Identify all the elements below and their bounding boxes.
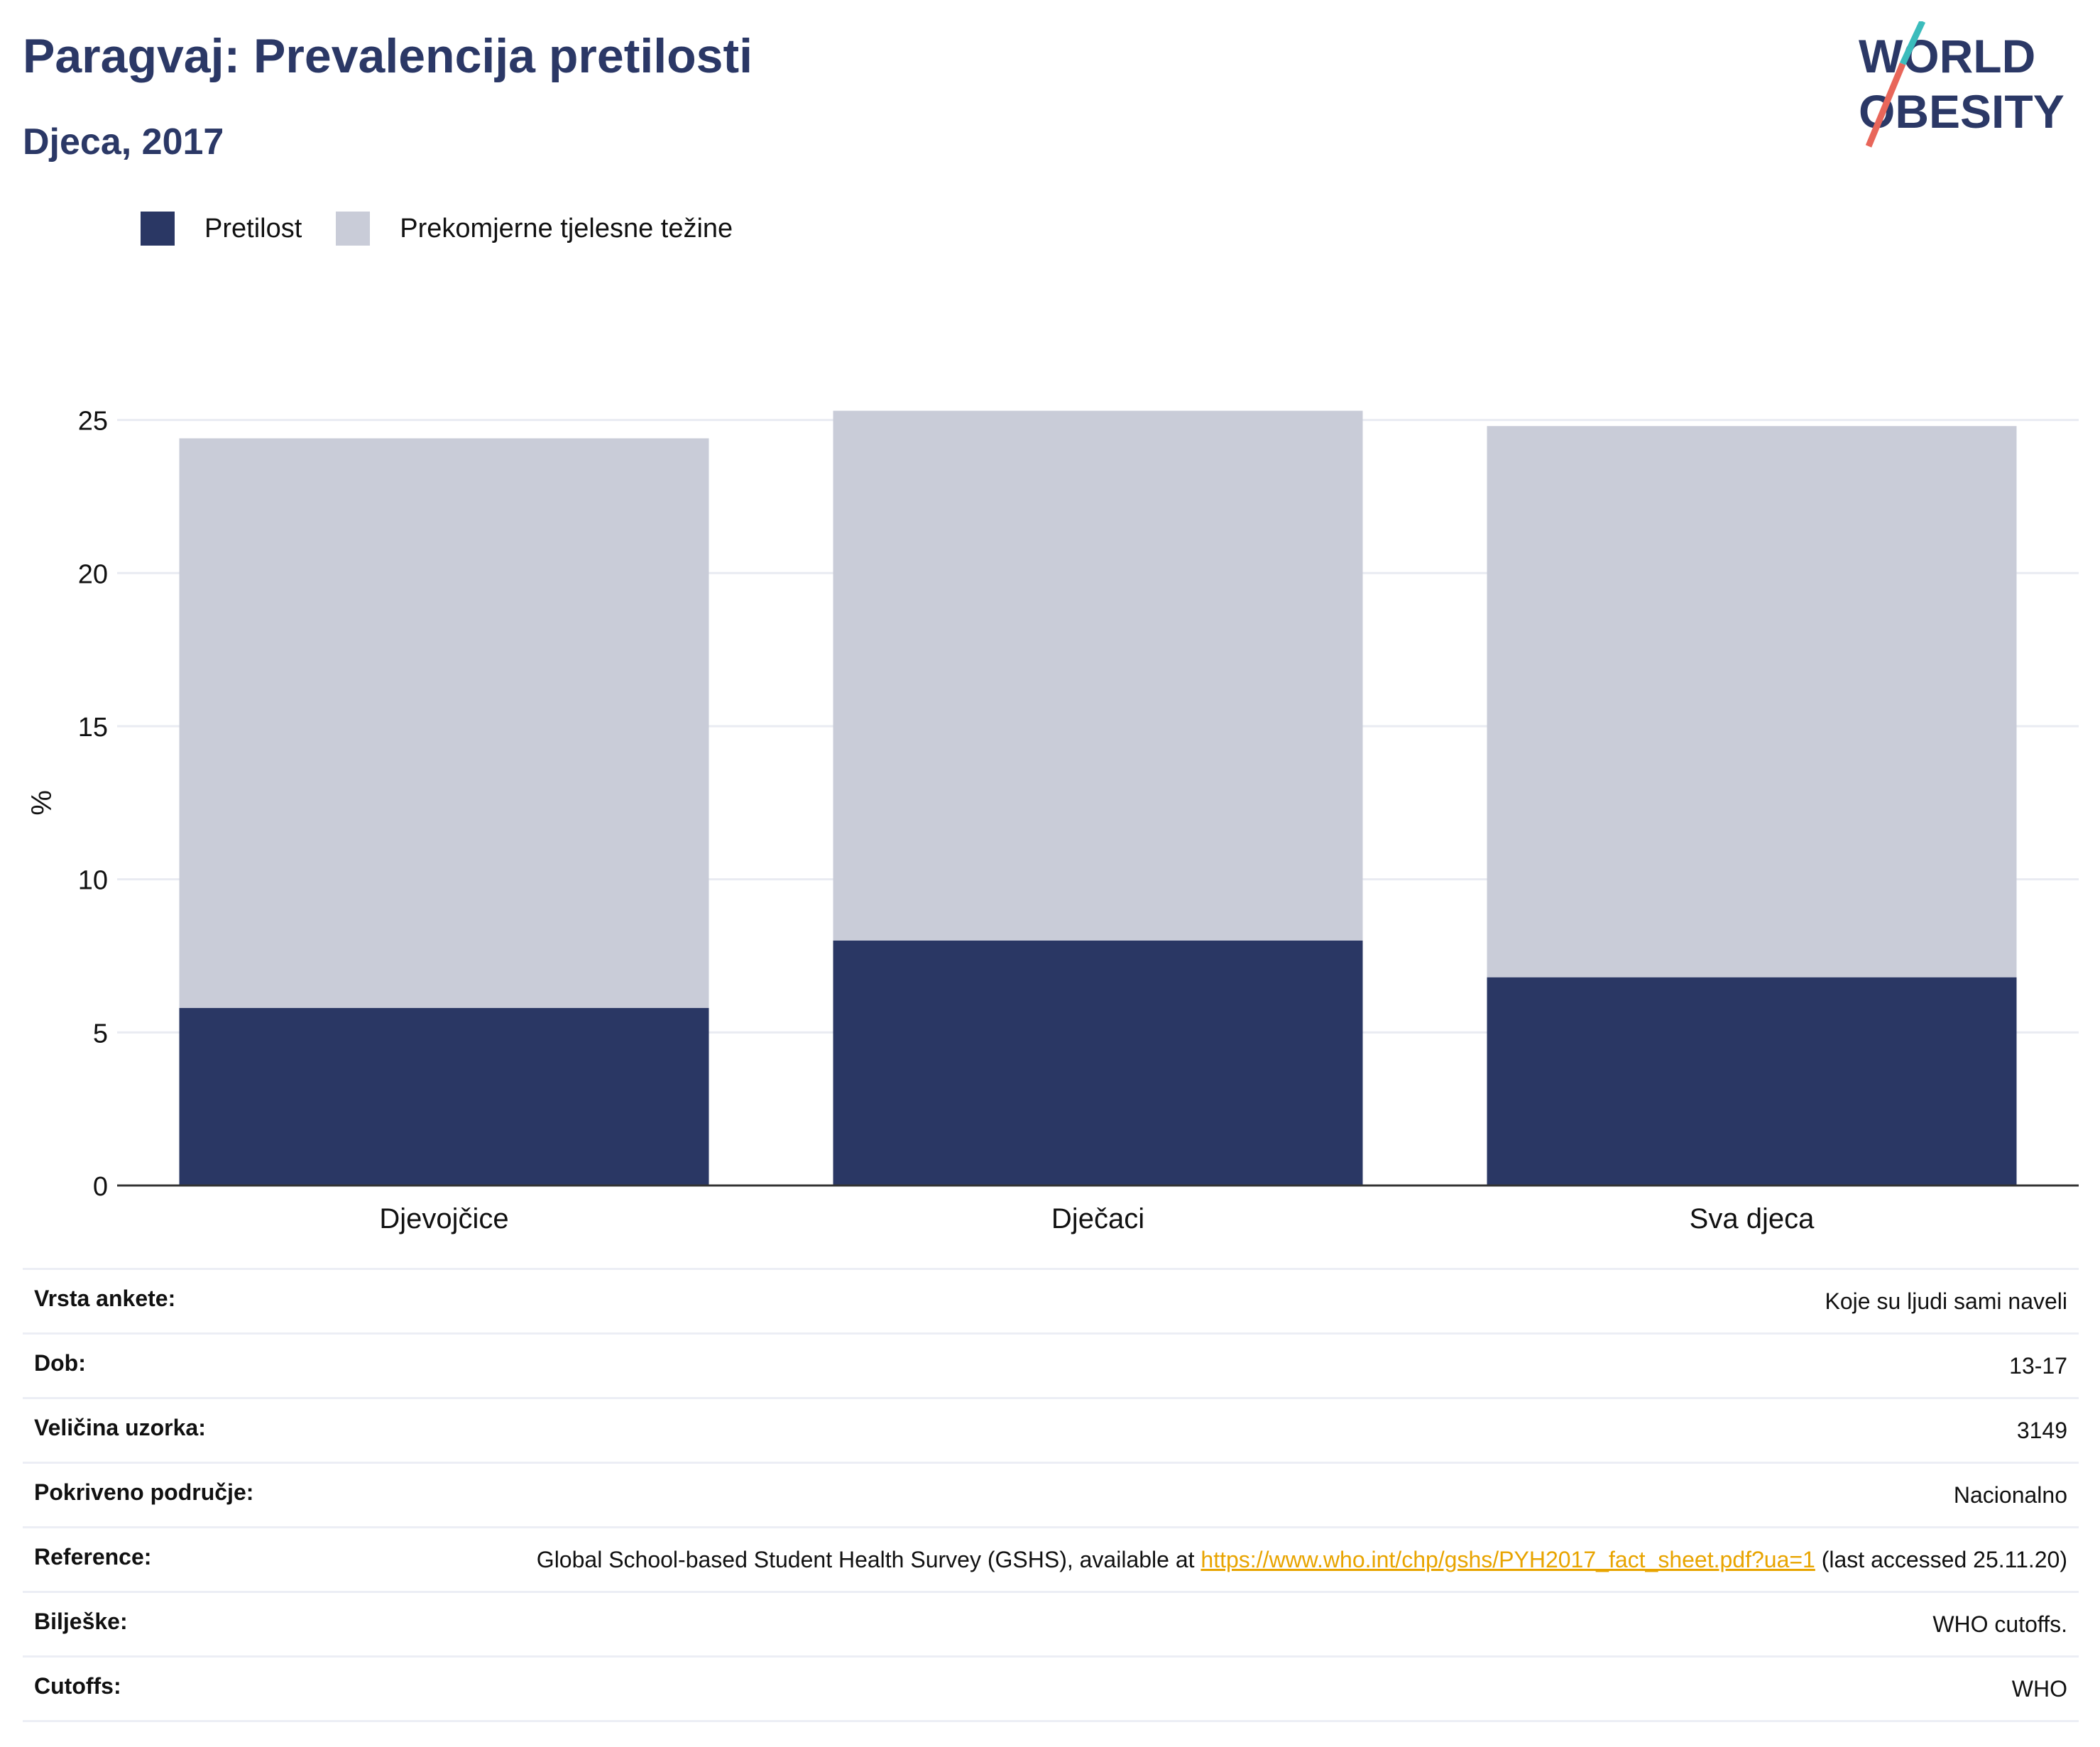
legend-swatch-overweight (336, 212, 371, 246)
meta-label: Vrsta ankete: (34, 1286, 176, 1311)
stacked-bar-chart: 0 5 10 15 20 25% Djevojčice Dječaci Sva djeca (26, 407, 2079, 1234)
meta-row-survey-type: Vrsta ankete: Koje su ljudi sami naveli (23, 1268, 2079, 1332)
legend-item-obesity[interactable]: Pretilost (141, 212, 302, 246)
legend-label-obesity: Pretilost (204, 213, 302, 243)
page-subtitle: Djeca, 2017 (23, 121, 224, 163)
chart-axes: 0 5 10 15 20 25% Djevojčice Dječaci Sva djeca (26, 407, 2079, 1234)
reference-text: Global School-based Student Health Surve… (536, 1547, 1201, 1572)
y-tick-label: 10 (78, 866, 108, 896)
meta-label: Pokriveno područje: (34, 1479, 254, 1505)
meta-value: WHO cutoffs. (1932, 1611, 2067, 1637)
legend-label-overweight: Prekomjerne tjelesne težine (400, 213, 733, 243)
legend-swatch-obesity (141, 212, 175, 246)
chart-legend: Pretilost Prekomjerne tjelesne težine (141, 210, 767, 247)
bar-obesity (833, 940, 1363, 1185)
reference-accessed: (last accessed 25.11.20) (1815, 1547, 2067, 1572)
y-tick-label: 25 (78, 407, 108, 437)
x-tick-label: Sva djeca (1690, 1203, 1815, 1234)
bar-overweight (1487, 426, 2017, 977)
meta-row-sample-size: Veličina uzorka: 3149 (23, 1397, 2079, 1462)
meta-row-cutoffs: Cutoffs: WHO (23, 1655, 2079, 1722)
meta-value: 3149 (2016, 1418, 2067, 1443)
x-tick-label: Dječaci (1051, 1203, 1144, 1234)
bar-overweight (833, 410, 1363, 941)
meta-label: Dob: (34, 1350, 86, 1376)
meta-row-coverage: Pokriveno područje: Nacionalno (23, 1462, 2079, 1526)
y-tick-label: 5 (93, 1019, 108, 1048)
y-tick-label: 0 (93, 1172, 108, 1202)
meta-value: Nacionalno (1953, 1482, 2067, 1508)
meta-row-reference: Reference: Global School-based Student H… (23, 1526, 2079, 1591)
y-tick-label: 15 (78, 713, 108, 743)
svg-text:WORLD: WORLD (1859, 30, 2035, 82)
reference-link[interactable]: https://www.who.int/chp/gshs/PYH2017_fac… (1201, 1547, 1815, 1572)
meta-label: Cutoffs: (34, 1673, 121, 1699)
meta-label: Veličina uzorka: (34, 1415, 206, 1440)
meta-row-notes: Bilješke: WHO cutoffs. (23, 1591, 2079, 1655)
x-tick-label: Djevojčice (379, 1203, 508, 1234)
bar-obesity (179, 1007, 709, 1185)
y-tick-label: 20 (78, 559, 108, 589)
page-title: Paragvaj: Prevalencija pretilosti (23, 29, 753, 83)
meta-row-age: Dob: 13-17 (23, 1332, 2079, 1397)
meta-value: WHO (2011, 1676, 2067, 1702)
chart-bars (179, 410, 2017, 1185)
bar-overweight (179, 438, 709, 1008)
meta-value: 13-17 (2009, 1353, 2067, 1379)
y-axis-label: % (26, 790, 58, 816)
meta-label: Bilješke: (34, 1609, 128, 1634)
legend-item-overweight[interactable]: Prekomjerne tjelesne težine (336, 212, 733, 246)
meta-label: Reference: (34, 1544, 152, 1570)
bar-obesity (1487, 977, 2017, 1185)
meta-value-reference: Global School-based Student Health Surve… (537, 1544, 2067, 1575)
survey-metadata-table: Vrsta ankete: Koje su ljudi sami naveli … (23, 1268, 2079, 1722)
world-obesity-logo: WORLD OBESITY (1859, 21, 2065, 148)
meta-value: Koje su ljudi sami naveli (1825, 1288, 2068, 1314)
